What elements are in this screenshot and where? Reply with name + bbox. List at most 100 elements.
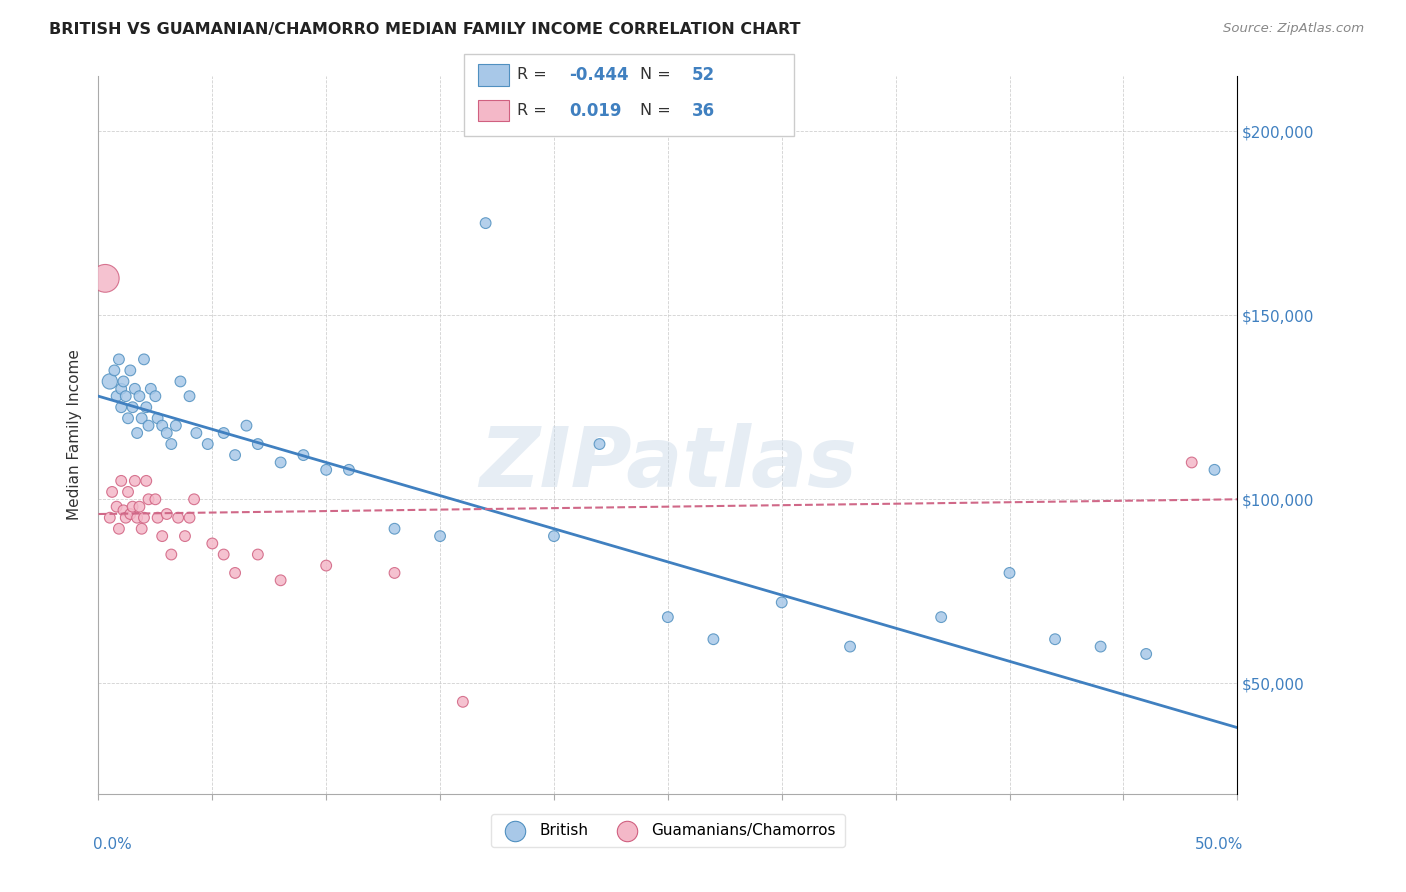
Point [839,640,862,654]
Point [132,352,155,367]
Point [212,425,235,440]
Text: 50.0%: 50.0% [1195,837,1243,852]
Point [1090,640,1112,654]
Point [165,418,187,433]
Point [138,492,160,507]
Point [114,510,136,524]
Point [224,566,246,580]
Point [183,492,205,507]
Point [474,216,496,230]
Text: 52: 52 [692,66,714,84]
Text: ZIPatlas: ZIPatlas [479,423,856,504]
Y-axis label: Median Family Income: Median Family Income [67,350,83,520]
Point [224,448,246,462]
Point [384,522,406,536]
Point [1204,463,1226,477]
Point [246,548,269,562]
Point [1135,647,1157,661]
Point [121,401,143,415]
Point [201,536,224,550]
Point [128,500,150,514]
Point [150,529,173,543]
Point [108,352,131,367]
Point [384,566,406,580]
Point [114,389,136,403]
Point [160,548,183,562]
Text: R =: R = [517,103,553,118]
Point [588,437,610,451]
Point [169,375,191,389]
Point [150,418,173,433]
Point [270,574,292,588]
Point [160,437,183,451]
Point [235,418,257,433]
Point [105,389,128,403]
Point [139,382,162,396]
Point [110,474,132,488]
Text: N =: N = [640,103,676,118]
Point [167,510,190,524]
Point [156,507,179,521]
Text: BRITISH VS GUAMANIAN/CHAMORRO MEDIAN FAMILY INCOME CORRELATION CHART: BRITISH VS GUAMANIAN/CHAMORRO MEDIAN FAM… [49,22,800,37]
Point [120,363,142,377]
Point [1043,632,1066,647]
Point [105,500,128,514]
Text: Source: ZipAtlas.com: Source: ZipAtlas.com [1223,22,1364,36]
Point [179,389,201,403]
Point [246,437,269,451]
Point [108,522,131,536]
Point [146,510,169,524]
Point [146,411,169,425]
Point [127,425,149,440]
Point [112,503,135,517]
Point [135,474,157,488]
Point [120,507,142,521]
Point [156,425,179,440]
Point [197,437,219,451]
Point [132,510,155,524]
Point [179,510,201,524]
Point [543,529,565,543]
Point [657,610,679,624]
Text: -0.444: -0.444 [569,66,628,84]
Point [110,382,132,396]
Point [121,500,143,514]
Point [124,382,146,396]
Text: 0.0%: 0.0% [93,837,132,852]
Point [138,418,160,433]
Point [1181,455,1204,469]
Point [94,271,117,285]
Point [315,558,337,573]
Point [270,455,292,469]
Point [702,632,724,647]
Point [145,389,167,403]
Point [212,548,235,562]
Point [929,610,952,624]
Legend: British, Guamanians/Chamorros: British, Guamanians/Chamorros [491,814,845,847]
Point [112,375,135,389]
Point [128,389,150,403]
Point [131,522,153,536]
Point [337,463,360,477]
Point [998,566,1021,580]
Point [770,595,793,609]
Point [135,401,157,415]
Point [174,529,197,543]
Point [429,529,451,543]
Point [98,510,121,524]
Point [110,401,132,415]
Text: N =: N = [640,68,676,82]
Point [101,484,124,499]
Point [186,425,208,440]
Text: 36: 36 [692,102,714,120]
Text: R =: R = [517,68,553,82]
Point [145,492,167,507]
Point [451,695,474,709]
Point [124,474,146,488]
Point [98,375,121,389]
Point [131,411,153,425]
Point [127,510,149,524]
Point [117,411,139,425]
Point [103,363,125,377]
Text: 0.019: 0.019 [569,102,621,120]
